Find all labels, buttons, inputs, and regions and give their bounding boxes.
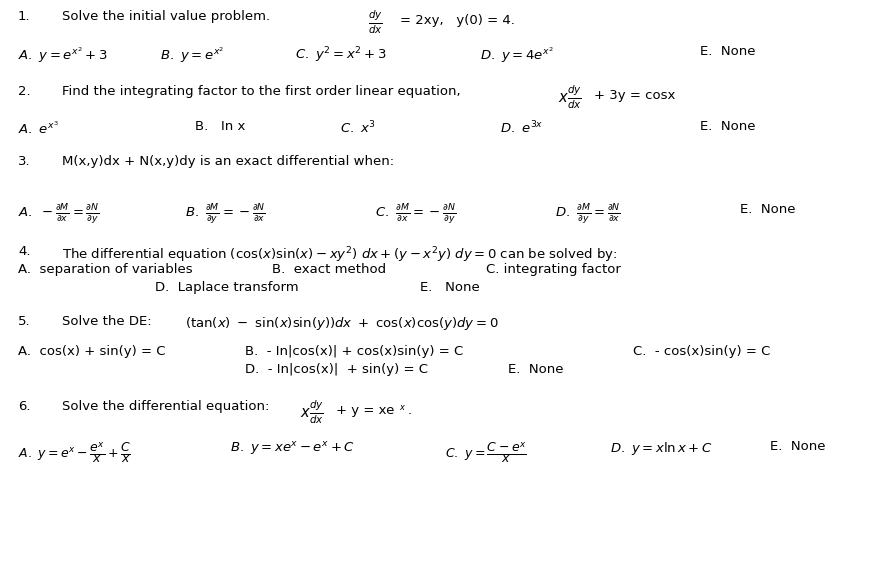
- Text: C. integrating factor: C. integrating factor: [486, 263, 621, 276]
- Text: $A.\ y = e^x - \dfrac{e^x}{x}+\dfrac{C}{x}$: $A.\ y = e^x - \dfrac{e^x}{x}+\dfrac{C}{…: [18, 440, 131, 465]
- Text: $D.\ \frac{\partial M}{\partial y}=\frac{\partial N}{\partial x}$: $D.\ \frac{\partial M}{\partial y}=\frac…: [555, 203, 620, 227]
- Text: $^x$: $^x$: [399, 404, 406, 417]
- Text: D.  Laplace transform: D. Laplace transform: [155, 281, 298, 294]
- Text: Find the integrating factor to the first order linear equation,: Find the integrating factor to the first…: [62, 85, 460, 98]
- Text: Solve the differential equation:: Solve the differential equation:: [62, 400, 269, 413]
- Text: Solve the DE:: Solve the DE:: [62, 315, 151, 328]
- Text: The differential equation $(\cos(x)\sin(x) - xy^2)\ dx + (y - x^2y)\ dy = 0$ can: The differential equation $(\cos(x)\sin(…: [62, 245, 617, 265]
- Text: D.  - In|cos(x)|  + sin(y) = C: D. - In|cos(x)| + sin(y) = C: [245, 363, 428, 376]
- Text: $C.\ x^3$: $C.\ x^3$: [340, 120, 376, 136]
- Text: E.  None: E. None: [508, 363, 564, 376]
- Text: B.  exact method: B. exact method: [272, 263, 386, 276]
- Text: 6.: 6.: [18, 400, 30, 413]
- Text: E.  None: E. None: [770, 440, 826, 453]
- Text: $C.\ y = \dfrac{C - e^x}{x}$: $C.\ y = \dfrac{C - e^x}{x}$: [445, 440, 527, 465]
- Text: 5.: 5.: [18, 315, 31, 328]
- Text: $B.\ y = xe^x - e^x + C$: $B.\ y = xe^x - e^x + C$: [230, 440, 355, 457]
- Text: $D.\ y = 4e^{x^2}$: $D.\ y = 4e^{x^2}$: [480, 45, 554, 65]
- Text: B.  - In|cos(x)| + cos(x)sin(y) = C: B. - In|cos(x)| + cos(x)sin(y) = C: [245, 345, 463, 358]
- Text: A.  separation of variables: A. separation of variables: [18, 263, 193, 276]
- Text: $\frac{dy}{dx}$: $\frac{dy}{dx}$: [368, 9, 382, 36]
- Text: 3.: 3.: [18, 155, 31, 168]
- Text: $B.\ y = e^{x^2}$: $B.\ y = e^{x^2}$: [160, 45, 225, 65]
- Text: $D.\ e^{3x}$: $D.\ e^{3x}$: [500, 120, 543, 136]
- Text: M(x,y)dx + N(x,y)dy is an exact differential when:: M(x,y)dx + N(x,y)dy is an exact differen…: [62, 155, 394, 168]
- Text: E.  None: E. None: [740, 203, 796, 216]
- Text: $(\tan(x)\ -\ \sin(x)\sin(y))dx\ +\ \cos(x)\cos(y)dy = 0$: $(\tan(x)\ -\ \sin(x)\sin(y))dx\ +\ \cos…: [185, 315, 498, 332]
- Text: $A.\ y = e^{x^2}+3$: $A.\ y = e^{x^2}+3$: [18, 45, 108, 65]
- Text: $C.\ \frac{\partial M}{\partial x}=-\frac{\partial N}{\partial y}$: $C.\ \frac{\partial M}{\partial x}=-\fra…: [375, 203, 456, 227]
- Text: .: .: [408, 404, 412, 417]
- Text: A.  cos(x) + sin(y) = C: A. cos(x) + sin(y) = C: [18, 345, 165, 358]
- Text: $C.\ y^2 = x^2+3$: $C.\ y^2 = x^2+3$: [295, 45, 387, 65]
- Text: $A.\ e^{x^3}$: $A.\ e^{x^3}$: [18, 120, 59, 137]
- Text: E.   None: E. None: [420, 281, 480, 294]
- Text: 1.: 1.: [18, 10, 31, 23]
- Text: $B.\ \frac{\partial M}{\partial y}=-\frac{\partial N}{\partial x}$: $B.\ \frac{\partial M}{\partial y}=-\fra…: [185, 203, 266, 227]
- Text: 2.: 2.: [18, 85, 31, 98]
- Text: B.   In x: B. In x: [195, 120, 245, 133]
- Text: 4.: 4.: [18, 245, 30, 258]
- Text: E.  None: E. None: [700, 120, 756, 133]
- Text: C.  - cos(x)sin(y) = C: C. - cos(x)sin(y) = C: [633, 345, 770, 358]
- Text: + 3y = cosx: + 3y = cosx: [594, 89, 675, 102]
- Text: $A.\ -\frac{\partial M}{\partial x}=\frac{\partial N}{\partial y}$: $A.\ -\frac{\partial M}{\partial x}=\fra…: [18, 203, 100, 227]
- Text: $x\frac{dy}{dx}$: $x\frac{dy}{dx}$: [300, 399, 324, 427]
- Text: + y = xe: + y = xe: [336, 404, 395, 417]
- Text: $D.\ y = x\ln x + C$: $D.\ y = x\ln x + C$: [610, 440, 712, 457]
- Text: = 2xy,   y(0) = 4.: = 2xy, y(0) = 4.: [400, 14, 515, 27]
- Text: E.  None: E. None: [700, 45, 756, 58]
- Text: $x\frac{dy}{dx}$: $x\frac{dy}{dx}$: [558, 84, 581, 112]
- Text: Solve the initial value problem.: Solve the initial value problem.: [62, 10, 270, 23]
